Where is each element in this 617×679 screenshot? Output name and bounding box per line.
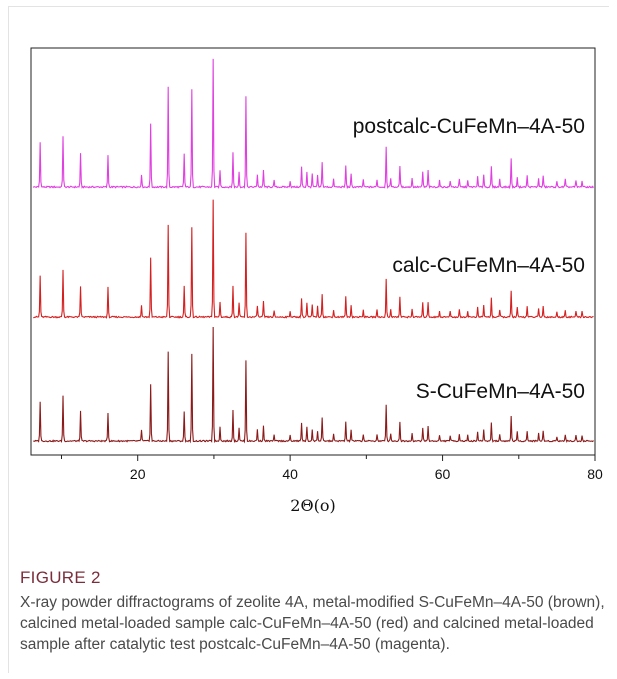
xrd-chart: postcalc-CuFeMn–4A-50 calc-CuFeMn–4A-50 S-… (30, 47, 603, 515)
series-label-2: calc-CuFeMn–4A-50 (392, 254, 585, 277)
x-tick-label: 80 (587, 466, 603, 482)
xrd-traces (32, 58, 594, 444)
x-tick-label: 60 (435, 466, 451, 482)
x-axis-label: 2Θ(o) (290, 496, 335, 515)
xrd-trace-1 (32, 58, 594, 190)
series-labels: postcalc-CuFeMn–4A-50 calc-CuFeMn–4A-50 S-… (353, 115, 585, 403)
xrd-trace-3 (33, 326, 594, 444)
figure-card (8, 6, 609, 673)
figure-caption-block: FIGURE 2 X-ray powder diffractograms of … (20, 568, 605, 655)
x-axis-ticks: 20 40 60 80 (60, 455, 603, 482)
x-tick-label: 20 (130, 466, 146, 482)
figure-label: FIGURE 2 (20, 568, 101, 587)
xrd-trace-2 (33, 199, 594, 319)
series-label-1: postcalc-CuFeMn–4A-50 (353, 115, 585, 138)
series-label-3: S-CuFeMn–4A-50 (416, 380, 585, 403)
figure-caption: X-ray powder diffractograms of zeolite 4… (20, 594, 605, 653)
x-tick-label: 40 (282, 466, 298, 482)
plot-frame (30, 47, 596, 456)
